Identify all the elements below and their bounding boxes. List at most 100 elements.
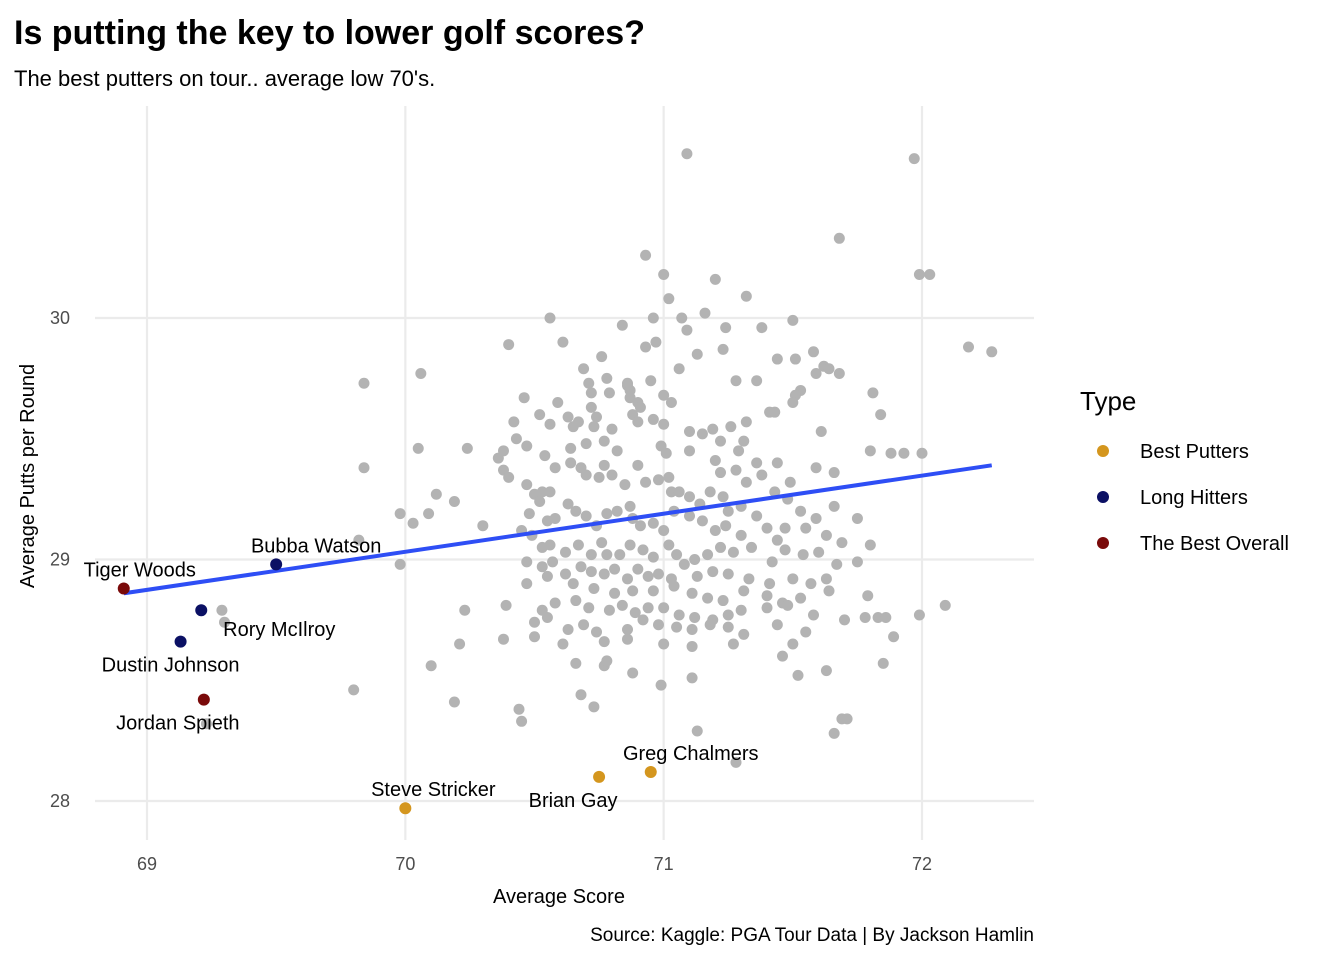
- data-point: [689, 611, 701, 623]
- data-point: [523, 508, 535, 520]
- data-point: [740, 476, 752, 488]
- data-point: [513, 703, 525, 715]
- data-point: [764, 578, 776, 590]
- data-point: [841, 713, 853, 725]
- data-point: [789, 353, 801, 365]
- data-point: [454, 638, 466, 650]
- data-point: [660, 447, 672, 459]
- data-point: [792, 669, 804, 681]
- data-point: [552, 397, 564, 409]
- data-point: [585, 566, 597, 578]
- data-point: [986, 346, 998, 358]
- data-point: [717, 595, 729, 607]
- data-point: [521, 578, 533, 590]
- data-point: [647, 551, 659, 563]
- data-point: [913, 269, 925, 281]
- data-point: [634, 401, 646, 413]
- data-point: [800, 522, 812, 534]
- data-point: [647, 517, 659, 529]
- data-point: [647, 413, 659, 425]
- data-point: [702, 592, 714, 604]
- data-point: [691, 725, 703, 737]
- data-point: [394, 558, 406, 570]
- data-point: [916, 447, 928, 459]
- data-point: [557, 638, 569, 650]
- data-point: [810, 512, 822, 524]
- data-point: [730, 756, 742, 768]
- data-point: [536, 486, 548, 498]
- data-point: [727, 638, 739, 650]
- data-point: [704, 486, 716, 498]
- data-point: [609, 563, 621, 575]
- data-point: [622, 573, 633, 585]
- data-point: [544, 418, 556, 430]
- x-tick-label-70: 70: [395, 854, 415, 874]
- highlight-point-tiger-woods: [117, 582, 130, 595]
- data-point: [653, 568, 664, 580]
- data-point: [704, 619, 716, 631]
- data-point: [709, 454, 721, 466]
- data-point: [544, 539, 556, 551]
- data-point: [686, 640, 698, 652]
- data-point: [761, 590, 773, 602]
- data-point: [415, 368, 427, 380]
- data-point: [671, 549, 683, 561]
- data-point: [521, 440, 533, 452]
- y-axis-title: Average Putts per Round: [17, 364, 39, 588]
- data-point: [880, 611, 892, 623]
- background-points: [200, 148, 998, 768]
- y-tick-label-30: 30: [50, 308, 70, 328]
- chart-caption: Source: Kaggle: PGA Tour Data | By Jacks…: [590, 925, 1034, 946]
- data-point: [658, 602, 670, 614]
- data-point: [735, 529, 747, 541]
- data-point: [738, 435, 750, 447]
- data-point: [779, 522, 791, 534]
- data-point: [727, 546, 739, 558]
- data-point: [614, 549, 626, 561]
- data-point: [851, 512, 863, 524]
- data-point: [603, 387, 615, 399]
- data-point: [606, 469, 618, 481]
- data-point: [508, 416, 520, 428]
- data-point: [730, 375, 742, 387]
- data-point: [686, 587, 698, 599]
- point-label-greg-chalmers: Greg Chalmers: [623, 743, 759, 765]
- legend-swatch-long-hitters: [1097, 491, 1109, 503]
- data-point: [658, 525, 670, 537]
- data-point: [640, 476, 652, 488]
- data-point: [412, 442, 424, 454]
- data-point: [585, 549, 597, 561]
- data-point: [820, 573, 832, 585]
- data-point: [562, 498, 574, 510]
- legend-title: Type: [1080, 386, 1136, 416]
- highlight-point-greg-chalmers: [644, 766, 657, 779]
- data-point: [722, 568, 734, 580]
- data-point: [831, 558, 843, 570]
- data-point: [632, 563, 644, 575]
- data-point: [637, 544, 649, 556]
- trend-line: [123, 463, 993, 596]
- chart-title: Is putting the key to lower golf scores?: [14, 14, 645, 52]
- data-point: [658, 418, 670, 430]
- data-point: [808, 609, 819, 621]
- data-point: [689, 554, 701, 565]
- data-point: [963, 341, 974, 353]
- data-point: [746, 541, 757, 553]
- data-point: [722, 609, 734, 621]
- data-point: [348, 684, 360, 696]
- data-point: [591, 411, 602, 423]
- legend: Type Best Putters Long Hitters The Best …: [1080, 386, 1289, 555]
- x-tick-label-69: 69: [137, 854, 157, 874]
- data-point: [681, 148, 693, 160]
- data-point: [676, 312, 688, 324]
- data-point: [771, 534, 783, 546]
- y-tick-label-29: 29: [50, 550, 70, 570]
- data-point: [779, 544, 791, 556]
- data-point: [808, 346, 819, 358]
- x-tick-label-71: 71: [654, 854, 674, 874]
- data-point: [867, 387, 879, 399]
- data-point: [591, 626, 602, 638]
- data-point: [448, 696, 460, 708]
- data-point: [691, 570, 703, 582]
- y-tick-label-28: 28: [50, 791, 70, 811]
